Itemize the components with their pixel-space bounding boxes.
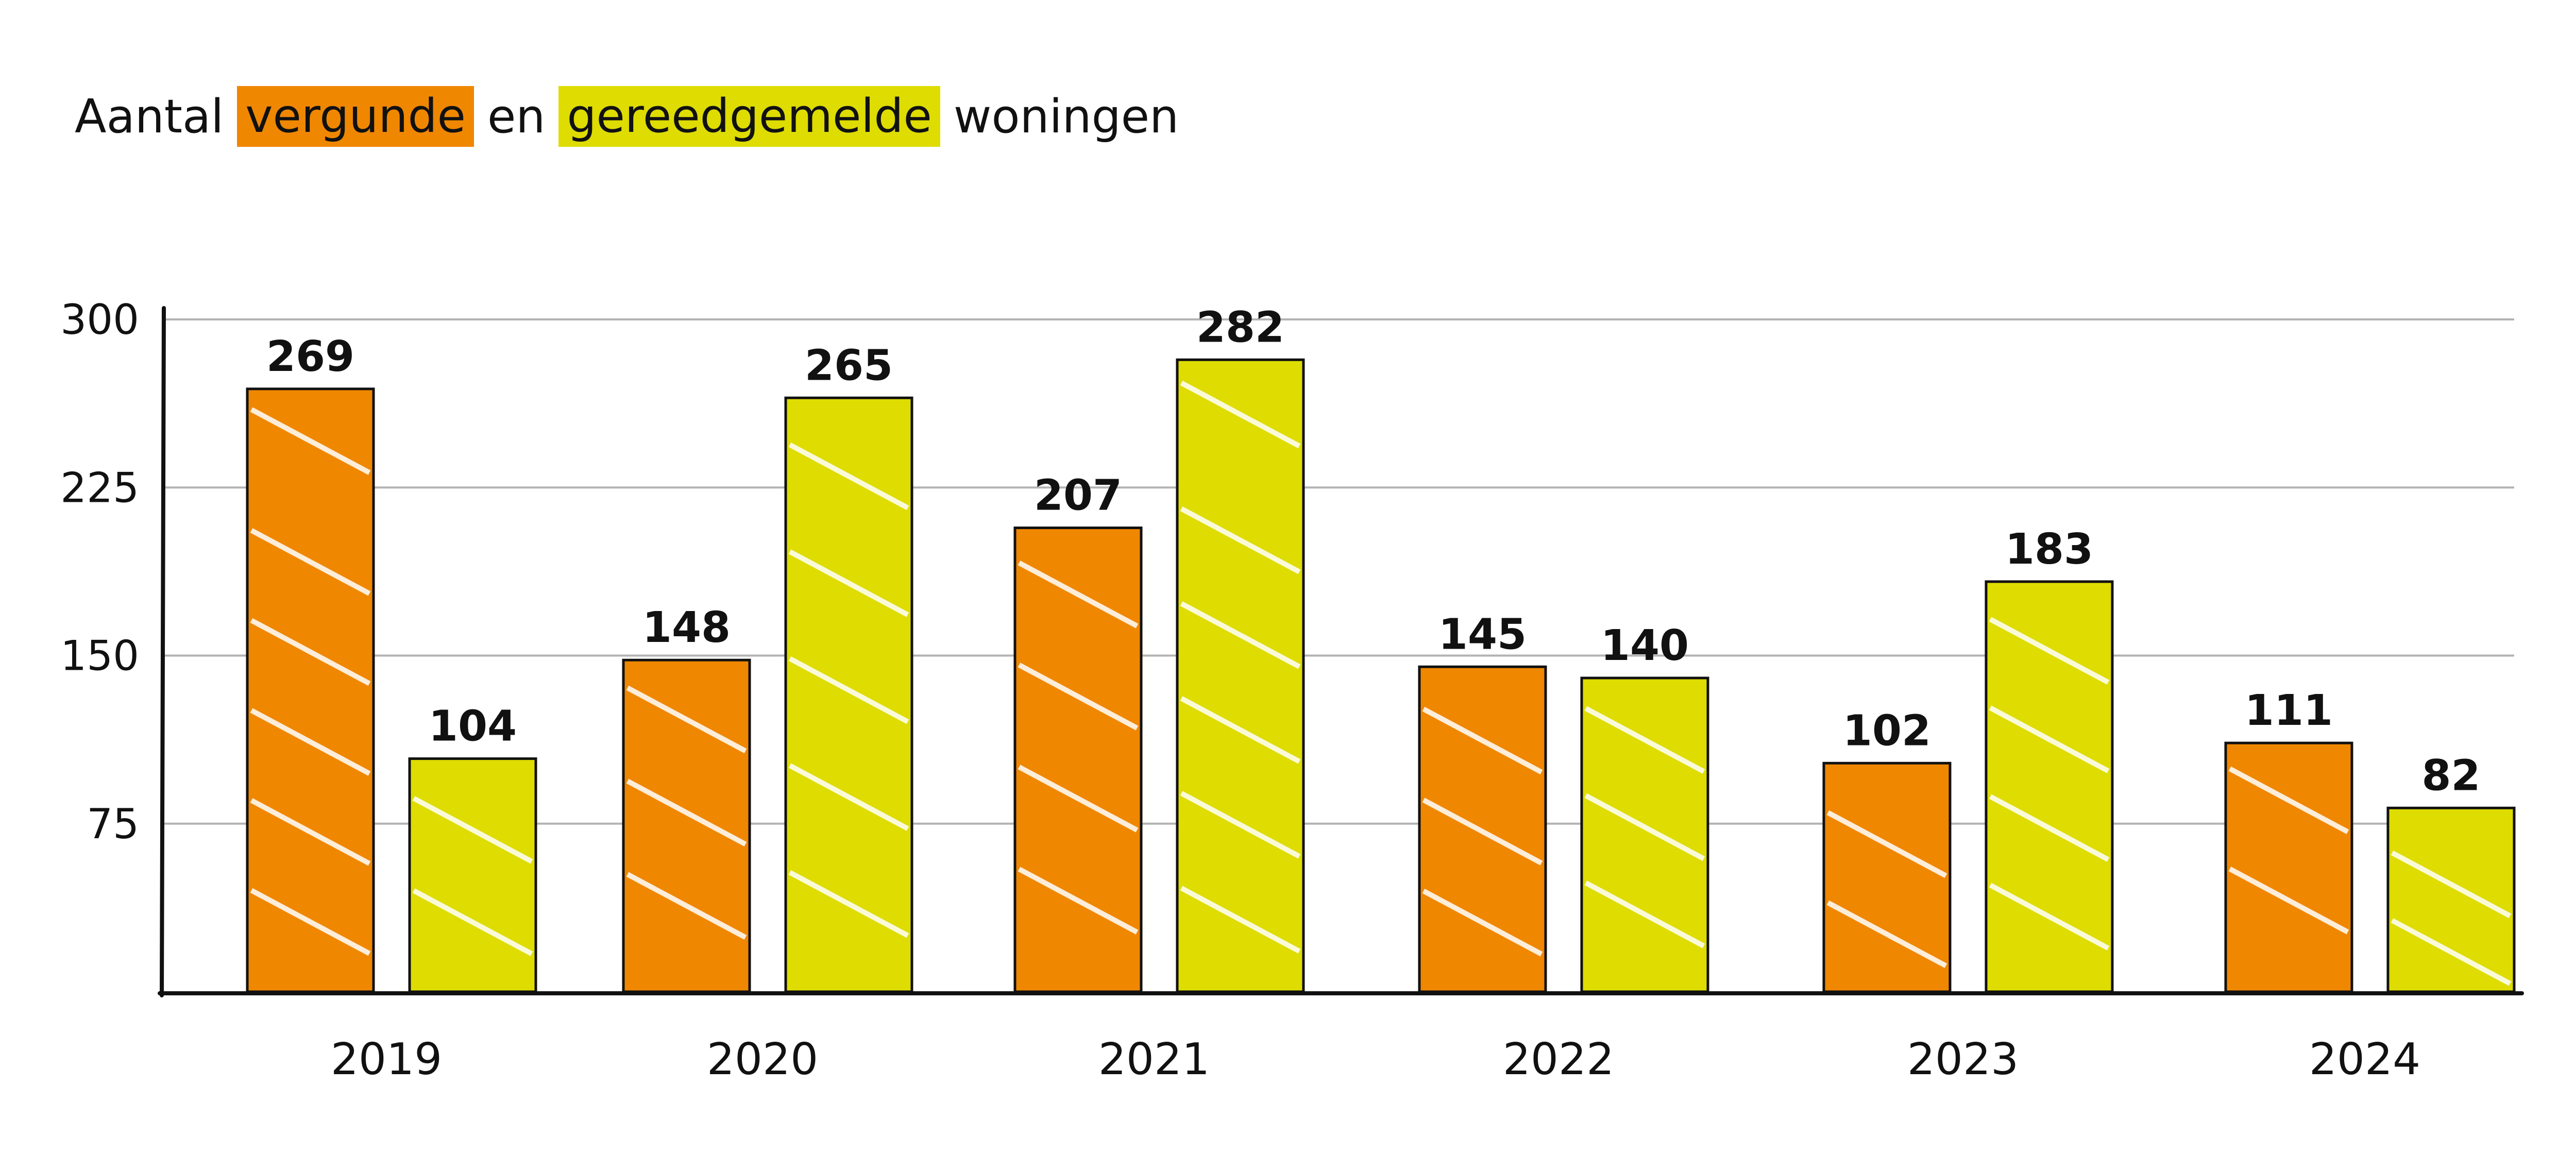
bar-texture-stroke — [1584, 706, 1705, 774]
data-label-gereedgemelde-2023: 183 — [2005, 525, 2093, 574]
axes — [158, 306, 2524, 997]
bar-texture-stroke — [626, 778, 747, 847]
bar-texture-stroke — [1989, 705, 2110, 773]
bar-texture-stroke — [788, 656, 909, 724]
bar-vergunde-2020 — [622, 658, 751, 993]
bar-texture-stroke — [2391, 918, 2512, 986]
bar-texture-stroke — [2228, 867, 2349, 935]
bar-texture-stroke — [1989, 883, 2110, 951]
data-label-vergunde-2020: 148 — [642, 603, 731, 652]
bar-vergunde-2021 — [1013, 527, 1143, 993]
x-tick-label-2019: 2019 — [331, 1034, 442, 1085]
bar-texture-stroke — [626, 872, 747, 940]
bar-texture-stroke — [2228, 766, 2349, 835]
bar-texture-stroke — [788, 549, 909, 617]
bar-texture-stroke — [2391, 850, 2512, 919]
bar-texture-stroke — [250, 888, 371, 956]
bar-texture-stroke — [1018, 765, 1139, 833]
bar-gereedgemelde-2024 — [2386, 806, 2516, 993]
data-label-vergunde-2023: 102 — [1843, 706, 1931, 755]
bar-texture-stroke — [1180, 506, 1301, 574]
bar-texture-stroke — [788, 763, 909, 831]
bar-gereedgemelde-2022 — [1580, 676, 1709, 993]
bar-texture-stroke — [250, 798, 371, 866]
bar-texture-stroke — [250, 708, 371, 776]
bar-texture-stroke — [788, 442, 909, 511]
bar-gereedgemelde-2019 — [408, 757, 537, 993]
bar-texture-stroke — [1584, 880, 1705, 948]
title-middle: en — [487, 89, 546, 144]
y-tick-label: 75 — [87, 800, 139, 848]
bar-texture-stroke — [788, 870, 909, 938]
data-label-gereedgemelde-2021: 282 — [1196, 303, 1284, 352]
data-label-vergunde-2022: 145 — [1438, 610, 1527, 659]
x-tick-label-2022: 2022 — [1503, 1034, 1614, 1085]
data-label-gereedgemelde-2022: 140 — [1601, 621, 1689, 670]
data-label-gereedgemelde-2019: 104 — [429, 702, 517, 751]
bar-texture-stroke — [1180, 696, 1301, 764]
title-series1-highlight: vergunde — [237, 86, 474, 147]
bar-texture-stroke — [250, 528, 371, 596]
bar-texture-stroke — [1180, 886, 1301, 954]
bar-texture-stroke — [1826, 810, 1947, 878]
bar-gereedgemelde-2021 — [1176, 358, 1305, 993]
bar-texture-stroke — [1180, 601, 1301, 669]
title-suffix: woningen — [953, 89, 1179, 144]
y-axis — [160, 306, 166, 997]
bar-vergunde-2019 — [246, 387, 375, 993]
bar-texture-stroke — [1422, 706, 1543, 775]
chart-title: Aantal vergunde en gereedgemelde woninge… — [75, 77, 1192, 156]
x-tick-label-2023: 2023 — [1907, 1034, 2019, 1085]
data-label-vergunde-2024: 111 — [2245, 686, 2333, 735]
labels: 75 150 225 300 269 104 2019 148 265 2020 207 282 202… — [60, 296, 2480, 1085]
grid-lines — [164, 318, 2514, 825]
bar-texture-stroke — [412, 888, 533, 956]
data-label-vergunde-2021: 207 — [1034, 471, 1122, 520]
bar-texture-stroke — [626, 685, 747, 754]
bar-vergunde-2023 — [1822, 761, 1952, 993]
bars — [246, 358, 2516, 993]
bar-texture-stroke — [1422, 889, 1543, 957]
x-tick-label-2021: 2021 — [1098, 1034, 1210, 1085]
bar-texture-stroke — [250, 618, 371, 686]
x-tick-label-2020: 2020 — [707, 1034, 818, 1085]
title-prefix: Aantal — [75, 89, 224, 144]
bar-vergunde-2024 — [2224, 741, 2353, 993]
title-series2-highlight: gereedgemelde — [558, 86, 940, 147]
bar-texture-stroke — [1180, 380, 1301, 449]
y-tick-label: 300 — [60, 296, 139, 344]
bar-texture-stroke — [1018, 561, 1139, 629]
bar-texture-stroke — [1422, 798, 1543, 866]
bar-texture-stroke — [1018, 867, 1139, 935]
bar-texture-stroke — [1989, 617, 2110, 685]
bar-texture-stroke — [250, 407, 371, 475]
y-tick-label: 150 — [60, 632, 139, 680]
bar-texture-stroke — [1018, 663, 1139, 731]
bar-texture-stroke — [1989, 794, 2110, 862]
y-tick-label: 225 — [60, 464, 139, 512]
data-label-gereedgemelde-2020: 265 — [805, 341, 893, 390]
x-tick-label-2024: 2024 — [2309, 1034, 2420, 1085]
bar-texture-stroke — [1584, 793, 1705, 861]
bar-texture-stroke — [1180, 791, 1301, 859]
data-label-gereedgemelde-2024: 82 — [2421, 751, 2480, 800]
bar-texture-stroke — [1826, 900, 1947, 969]
data-label-vergunde-2019: 269 — [266, 332, 354, 381]
bar-texture-stroke — [412, 796, 533, 864]
bar-gereedgemelde-2023 — [1985, 580, 2114, 993]
